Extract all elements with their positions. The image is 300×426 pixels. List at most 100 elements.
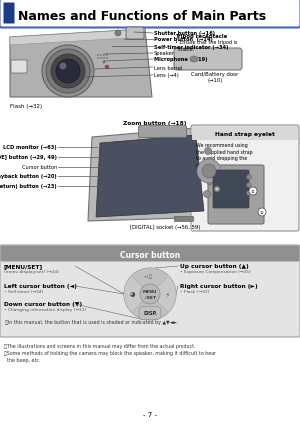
Circle shape <box>206 158 214 165</box>
Wedge shape <box>150 276 176 313</box>
Circle shape <box>59 63 67 70</box>
Circle shape <box>197 160 221 184</box>
Circle shape <box>115 31 121 37</box>
Polygon shape <box>96 136 204 218</box>
Text: MENU: MENU <box>143 290 157 294</box>
Polygon shape <box>88 128 218 222</box>
Text: • Ensure that the tripod is
  stable.: • Ensure that the tripod is stable. <box>175 40 237 52</box>
Text: Card/Battery door: Card/Battery door <box>191 72 239 77</box>
Text: the beep, etc.: the beep, etc. <box>4 357 40 362</box>
Text: [MODE] button (→29, 49): [MODE] button (→29, 49) <box>0 155 57 160</box>
FancyBboxPatch shape <box>208 166 264 225</box>
Text: DISP.: DISP. <box>143 311 157 316</box>
Text: Right cursor button (►): Right cursor button (►) <box>180 283 258 288</box>
Text: • Exposure Compensation (→35): • Exposure Compensation (→35) <box>180 269 251 273</box>
Wedge shape <box>132 294 168 320</box>
FancyBboxPatch shape <box>0 0 300 29</box>
Circle shape <box>214 187 220 193</box>
Text: [ᗞ / ↵] (Delete/Return) button (→23): [ᗞ / ↵] (Delete/Return) button (→23) <box>0 184 57 189</box>
Text: Power button  (→14): Power button (→14) <box>154 37 213 43</box>
Circle shape <box>103 62 105 64</box>
Polygon shape <box>10 30 145 46</box>
Text: Hand strap eyelet: Hand strap eyelet <box>215 132 275 137</box>
Text: ①: ① <box>251 190 255 193</box>
Text: ⚡: ⚡ <box>165 292 169 297</box>
Circle shape <box>106 58 108 60</box>
Circle shape <box>100 58 102 60</box>
Circle shape <box>51 55 85 89</box>
FancyBboxPatch shape <box>1 246 299 262</box>
Text: Cursor button: Cursor button <box>22 165 57 170</box>
Circle shape <box>206 178 214 185</box>
FancyBboxPatch shape <box>139 126 187 138</box>
FancyBboxPatch shape <box>0 245 300 337</box>
Circle shape <box>106 55 108 57</box>
Wedge shape <box>132 268 168 294</box>
Circle shape <box>103 58 105 60</box>
Text: ⬜: ⬜ <box>148 274 152 279</box>
FancyBboxPatch shape <box>191 126 299 231</box>
Circle shape <box>140 284 160 304</box>
Text: ⒶSome methods of holding the camera may block the speaker, making it difficult t: ⒶSome methods of holding the camera may … <box>4 350 216 355</box>
Circle shape <box>56 60 80 84</box>
FancyBboxPatch shape <box>192 127 298 141</box>
Circle shape <box>124 268 176 320</box>
Text: Left cursor button (◄): Left cursor button (◄) <box>4 283 77 288</box>
Circle shape <box>202 164 216 178</box>
Text: ⒶThe illustrations and screens in this manual may differ from the actual product: ⒶThe illustrations and screens in this m… <box>4 343 196 348</box>
Circle shape <box>46 50 90 94</box>
Text: Names and Functions of Main Parts: Names and Functions of Main Parts <box>18 11 266 23</box>
Text: +/-: +/- <box>144 274 150 278</box>
Circle shape <box>205 148 212 155</box>
Text: Shutter button (→16): Shutter button (→16) <box>154 32 215 36</box>
Circle shape <box>247 183 251 188</box>
Ellipse shape <box>190 57 198 63</box>
Text: Up cursor button (▲): Up cursor button (▲) <box>180 263 249 268</box>
Text: ②: ② <box>260 210 264 215</box>
Text: (menu display/set) (→24): (menu display/set) (→24) <box>4 269 59 273</box>
Circle shape <box>97 58 99 60</box>
FancyBboxPatch shape <box>11 61 27 74</box>
Text: Self-timer indicator (→34): Self-timer indicator (→34) <box>154 44 229 49</box>
Circle shape <box>97 55 99 57</box>
Text: • Changing information display (→31): • Changing information display (→31) <box>4 307 86 311</box>
Text: LCD monitor (→63): LCD monitor (→63) <box>3 145 57 150</box>
FancyBboxPatch shape <box>126 28 144 40</box>
Text: - 7 -: - 7 - <box>143 411 157 417</box>
Text: (→10): (→10) <box>207 78 223 83</box>
Text: • Flash (→32): • Flash (→32) <box>180 289 209 294</box>
Circle shape <box>215 188 218 191</box>
Circle shape <box>258 208 266 216</box>
Circle shape <box>203 191 211 198</box>
Circle shape <box>247 191 251 196</box>
Circle shape <box>247 175 251 180</box>
FancyBboxPatch shape <box>213 170 249 208</box>
FancyBboxPatch shape <box>4 3 14 24</box>
Text: Flash (→32): Flash (→32) <box>10 104 42 109</box>
Text: Microphone  (→19): Microphone (→19) <box>154 58 208 62</box>
Text: We recommend using
the supplied hand strap
to avoid dropping the
camera.: We recommend using the supplied hand str… <box>196 143 253 167</box>
Text: ◕: ◕ <box>129 292 135 297</box>
Text: Down cursor button (▼): Down cursor button (▼) <box>4 301 82 306</box>
Text: Lens barrel: Lens barrel <box>154 65 182 70</box>
FancyBboxPatch shape <box>175 217 194 222</box>
Text: Cursor button: Cursor button <box>120 250 180 259</box>
Text: • Self-timer (→34): • Self-timer (→34) <box>4 289 43 294</box>
Text: [DIGITAL] socket (→56, 59): [DIGITAL] socket (→56, 59) <box>130 225 200 230</box>
Text: Playback button (→20): Playback button (→20) <box>0 174 57 179</box>
Polygon shape <box>10 30 152 98</box>
Wedge shape <box>124 276 150 313</box>
FancyBboxPatch shape <box>174 49 242 71</box>
Circle shape <box>105 66 109 70</box>
Text: Tripod receptacle: Tripod receptacle <box>175 34 227 39</box>
Text: Lens (→4): Lens (→4) <box>154 73 179 78</box>
Circle shape <box>42 46 94 98</box>
Text: Speaker: Speaker <box>154 52 175 56</box>
Text: /SET: /SET <box>145 295 155 299</box>
Circle shape <box>100 55 102 57</box>
Circle shape <box>249 187 257 196</box>
Circle shape <box>103 55 105 57</box>
Text: Zoom button (→18): Zoom button (→18) <box>123 121 187 126</box>
Text: ⒶIn this manual, the button that is used is shaded or indicated by ▲▼◄►.: ⒶIn this manual, the button that is used… <box>5 319 178 324</box>
Text: [MENU/SET]: [MENU/SET] <box>4 263 43 268</box>
